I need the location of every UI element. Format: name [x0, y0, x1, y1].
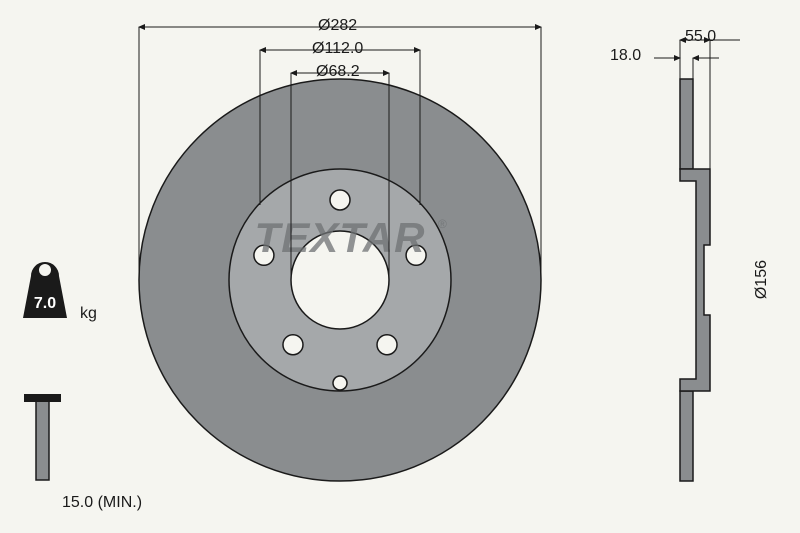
hat-depth-label: 55.0 [685, 28, 716, 46]
bolt-circle-diameter-label: Ø112.0 [312, 40, 363, 58]
weight-unit-label: kg [80, 305, 97, 323]
brake-disc-front-view [139, 79, 541, 481]
brake-disc-side-view [680, 79, 710, 481]
brand-logo: TEXTAR ® [255, 214, 447, 261]
center-bore-diameter-label: Ø68.2 [316, 63, 360, 81]
hat-diameter-label: Ø156 [753, 260, 771, 299]
svg-text:7.0: 7.0 [34, 295, 56, 312]
outer-diameter-label: Ø282 [318, 17, 357, 35]
min-thickness-label: 15.0 (MIN.) [62, 494, 142, 512]
svg-text:TEXTAR: TEXTAR [255, 214, 426, 261]
min-thickness-gauge [24, 394, 61, 480]
technical-drawing: 7.0 TEXTAR ® [0, 0, 800, 533]
weight-icon: 7.0 [23, 262, 67, 318]
svg-text:®: ® [438, 217, 447, 231]
thickness-label: 18.0 [610, 47, 641, 65]
